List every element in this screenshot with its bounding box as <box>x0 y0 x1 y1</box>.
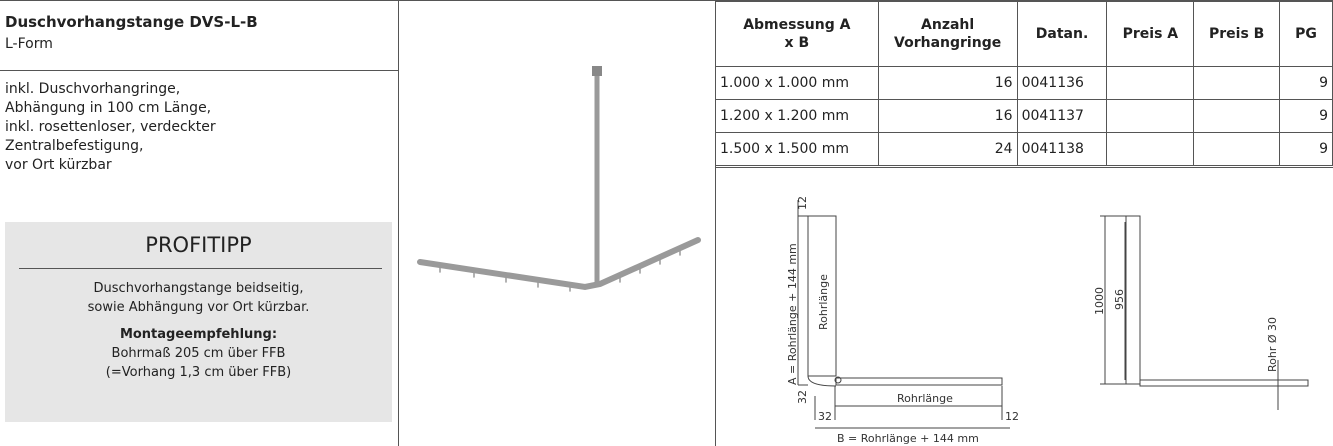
header-cell: Preis A <box>1106 1 1195 67</box>
price-a <box>1106 132 1195 166</box>
article-number: 0041138 <box>1016 132 1108 166</box>
drawing-right <box>1100 215 1309 410</box>
ring-count: 16 <box>877 99 1018 133</box>
table-row: 1.000 x 1.000 mm 16 0041136 9 <box>715 66 1333 100</box>
description-line: inkl. rosettenloser, verdeckter <box>5 119 216 135</box>
col-rule <box>398 0 399 446</box>
dim-label: 32 <box>818 410 832 423</box>
dimension: 1.000 x 1.000 mm <box>715 66 879 100</box>
header-line: Abmessung A <box>743 17 851 33</box>
table-row: 1.200 x 1.200 mm 16 0041137 9 <box>715 99 1333 133</box>
description: inkl. Duschvorhangringe, Abhängung in 10… <box>5 80 216 175</box>
col-rule <box>715 0 716 446</box>
profitipp-title: PROFITIPP <box>145 233 252 257</box>
description-line: inkl. Duschvorhangringe, <box>5 81 181 97</box>
table-bottom <box>715 167 1333 168</box>
dim-label: Rohrlänge <box>897 392 953 405</box>
profitipp-text: Duschvorhangstange beidseitig, <box>93 281 304 296</box>
header-cell: Preis B <box>1193 1 1281 67</box>
dim-label: Rohr Ø 30 <box>1266 317 1279 372</box>
table-row: 1.500 x 1.500 mm 24 0041138 9 <box>715 132 1333 166</box>
description-line: Abhängung in 100 cm Länge, <box>5 100 212 116</box>
product-subtitle: L-Form <box>5 36 53 52</box>
dim-label: 32 <box>796 390 809 404</box>
article-number: 0041137 <box>1016 99 1108 133</box>
header-line: Anzahl <box>921 17 975 33</box>
profitipp-heading: Montageempfehlung: <box>119 327 278 342</box>
header-rule <box>0 70 398 71</box>
profitipp-text: Bohrmaß 205 cm über FFB <box>111 346 286 361</box>
price-group: 9 <box>1279 66 1333 100</box>
dim-label: 956 <box>1113 289 1126 310</box>
header-line: Preis A <box>1122 26 1179 42</box>
dim-label: Rohrlänge <box>817 274 830 330</box>
header-cell: Datan. <box>1016 1 1108 67</box>
price-table: Abmessung A x B Anzahl Vorhangringe Datan. Pr… <box>715 1 1333 166</box>
header-line: Preis B <box>1209 26 1265 42</box>
description-line: Zentralbefestigung, <box>5 138 144 154</box>
dim-label: 12 <box>796 196 809 210</box>
header-line: x B <box>784 35 810 51</box>
price-group: 9 <box>1279 132 1333 166</box>
header-cell: PG <box>1279 1 1333 67</box>
dim-label: 12 <box>1005 410 1019 423</box>
price-group: 9 <box>1279 99 1333 133</box>
header-line: PG <box>1295 26 1317 42</box>
price-b <box>1193 132 1281 166</box>
header-line: Datan. <box>1035 26 1089 42</box>
price-b <box>1193 99 1281 133</box>
drawing-left <box>797 200 1010 429</box>
profitipp-box: PROFITIPP Duschvorhangstange beidseitig,… <box>5 222 392 422</box>
ring-count: 24 <box>877 132 1018 166</box>
top-rule <box>0 0 1333 1</box>
article-number: 0041136 <box>1016 66 1108 100</box>
header-cell: Abmessung A x B <box>715 1 879 67</box>
dim-label: B = Rohrlänge + 144 mm <box>837 432 979 445</box>
product-title: Duschvorhangstange DVS-L-B <box>5 13 258 31</box>
dim-label: 1000 <box>1093 287 1106 315</box>
profitipp-rule <box>19 268 382 269</box>
profitipp-text: (=Vorhang 1,3 cm über FFB) <box>105 365 292 380</box>
header-line: Vorhangringe <box>894 35 1002 51</box>
dim-label: A = Rohrlänge + 144 mm <box>786 243 799 385</box>
dimension: 1.500 x 1.500 mm <box>715 132 879 166</box>
description-line: vor Ort kürzbar <box>5 157 112 173</box>
header-row: Abmessung A x B Anzahl Vorhangringe Datan. Pr… <box>715 1 1333 67</box>
header-cell: Anzahl Vorhangringe <box>877 1 1018 67</box>
product-image <box>417 66 701 292</box>
profitipp-text: sowie Abhängung vor Ort kürzbar. <box>87 300 310 315</box>
